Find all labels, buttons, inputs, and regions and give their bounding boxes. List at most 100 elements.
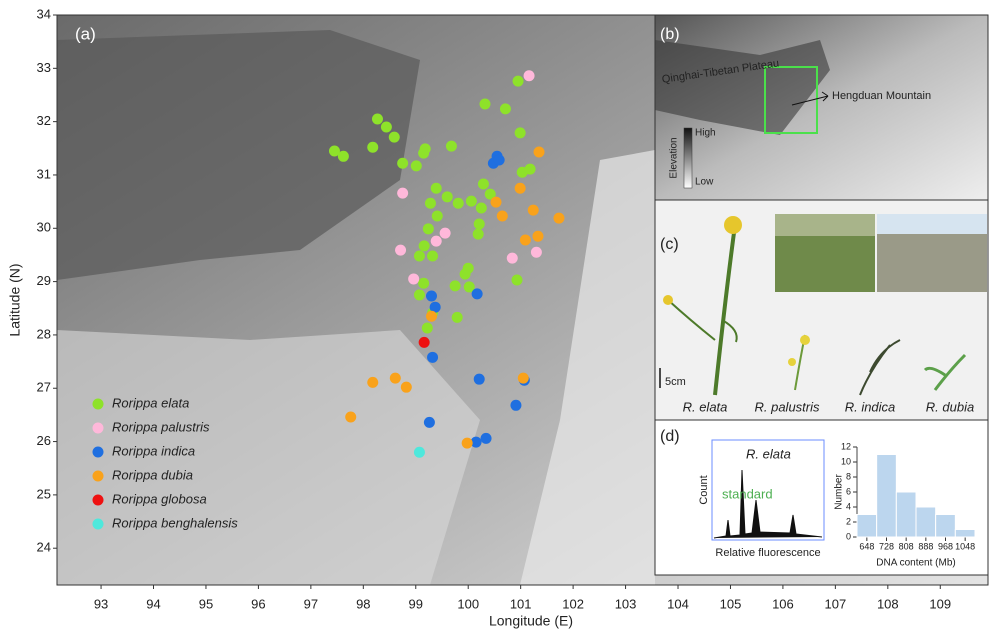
y-tick-label: 33 (37, 60, 51, 75)
sample-point (427, 250, 439, 262)
legend-high: High (695, 128, 716, 139)
sample-point (430, 182, 442, 194)
y-tick-label: 4 (846, 501, 851, 511)
legend-marker (92, 518, 104, 530)
inset-plateau (655, 40, 830, 135)
sample-point (367, 141, 379, 153)
sample-point (496, 210, 508, 222)
sample-point (413, 446, 425, 458)
sample-point (532, 230, 544, 242)
panel-label: (a) (75, 24, 96, 43)
sample-point (511, 274, 523, 286)
sample-point (512, 75, 524, 87)
sample-point (473, 218, 485, 230)
x-tick-label: 99 (409, 596, 423, 611)
sample-point (553, 212, 565, 224)
y-tick-label: 34 (37, 6, 51, 21)
sample-point (413, 289, 425, 301)
x-tick-label: 1048 (955, 541, 975, 551)
sample-point (429, 301, 441, 313)
x-tick-label: 888 (918, 541, 933, 551)
study-area-box (764, 66, 818, 134)
sample-point (400, 381, 412, 393)
sample-point (424, 197, 436, 209)
legend-label: Rorippa palustris (112, 419, 210, 434)
legend-label: Rorippa indica (112, 443, 195, 458)
y-tick-label: 31 (37, 166, 51, 181)
x-tick-label: 808 (899, 541, 914, 551)
sample-point (441, 191, 453, 203)
sample-point (493, 154, 505, 166)
sample-point (421, 322, 433, 334)
panel-b: (b) Qinghai-Tibetan Plateau Hengduan Mou… (654, 14, 989, 201)
sample-point (530, 246, 542, 258)
plateau-shade (57, 30, 420, 280)
panel-c: (c) 5cm R. elata R. palustris R. indica … (654, 199, 989, 421)
sample-point (524, 163, 536, 175)
sample-point (517, 372, 529, 384)
legend-low: Low (695, 177, 714, 188)
arrow-head (821, 91, 829, 102)
x-tick-label: 728 (879, 541, 894, 551)
sample-point (389, 372, 401, 384)
sample-point (472, 228, 484, 240)
legend-label: Rorippa globosa (112, 491, 207, 506)
sample-point (418, 336, 430, 348)
y-tick-label: 2 (846, 516, 851, 526)
legend-marker (92, 470, 104, 482)
legend-marker (92, 422, 104, 434)
species-label: R. dubia (926, 399, 974, 414)
bar (895, 491, 917, 538)
arrow (791, 95, 829, 106)
panel-d: (d) R. elata standard Count Relative flu… (654, 419, 989, 576)
x-tick-label: 96 (251, 596, 265, 611)
bar (856, 514, 878, 538)
plant (923, 353, 967, 391)
sample-point (459, 268, 471, 280)
sample-point (514, 127, 526, 139)
sample-point (445, 140, 457, 152)
y-tick-label: 26 (37, 433, 51, 448)
sample-point (430, 235, 442, 247)
x-tick-label: 108 (877, 596, 899, 611)
bar (935, 514, 956, 538)
y-tick-label: 30 (37, 220, 51, 235)
y-axis-title: Number (834, 474, 845, 510)
sample-point (337, 150, 349, 162)
x-tick-label: 93 (94, 596, 108, 611)
sample-point (480, 432, 492, 444)
x-tick-label: 102 (562, 596, 584, 611)
photo-hill (775, 214, 875, 236)
flower (663, 295, 673, 305)
y-tick-label: 28 (37, 326, 51, 341)
sample-point (451, 311, 463, 323)
x-tick-label: 103 (615, 596, 637, 611)
axis-title: Count (698, 475, 710, 504)
peak-label: R. elata (746, 446, 791, 461)
basin-shade (520, 150, 655, 585)
sample-point (345, 411, 357, 423)
x-tick-label: 105 (720, 596, 742, 611)
x-axis-title: Longitude (E) (489, 613, 573, 629)
sample-point (431, 210, 443, 222)
plant (713, 224, 737, 396)
scale-label: 5cm (665, 376, 686, 388)
sample-point (397, 187, 409, 199)
y-tick-label: 6 (846, 486, 851, 496)
sample-point (452, 197, 464, 209)
sample-point (425, 310, 437, 322)
x-axis-title: DNA content (Mb) (876, 558, 955, 569)
sample-point (519, 234, 531, 246)
sample-point (463, 281, 475, 293)
legend-label: Rorippa dubia (112, 467, 193, 482)
bar (954, 529, 976, 538)
y-axis-title: Latitude (N) (7, 263, 23, 336)
legend-marker (92, 446, 104, 458)
x-tick-label: 106 (772, 596, 794, 611)
sample-point (388, 131, 400, 143)
legend-label: Rorippa benghalensis (112, 515, 238, 530)
x-tick-label: 109 (929, 596, 951, 611)
x-tick-label: 648 (859, 541, 874, 551)
sample-point (439, 227, 451, 239)
